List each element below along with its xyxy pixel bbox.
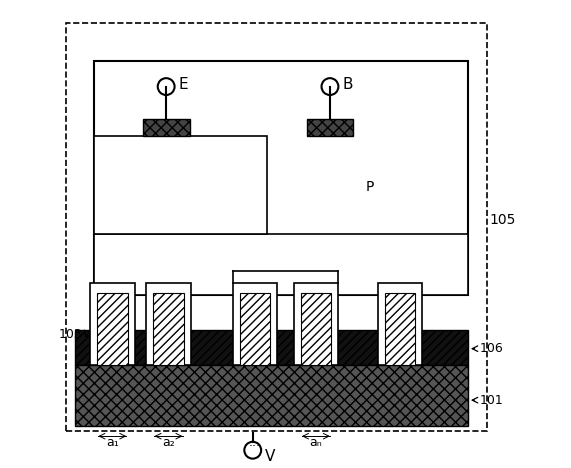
Bar bbox=[385, 292, 415, 365]
Text: 103: 103 bbox=[58, 328, 82, 341]
Text: 106: 106 bbox=[480, 342, 504, 355]
Bar bbox=[293, 283, 338, 365]
Bar bbox=[146, 283, 191, 365]
Bar bbox=[153, 292, 184, 365]
Text: 104: 104 bbox=[274, 251, 297, 264]
Text: 105: 105 bbox=[490, 213, 516, 227]
Text: a₂: a₂ bbox=[162, 436, 175, 449]
Text: aₙ: aₙ bbox=[309, 436, 322, 449]
Text: B: B bbox=[343, 77, 353, 92]
Bar bbox=[75, 365, 468, 426]
Text: P: P bbox=[365, 180, 374, 194]
Text: 101: 101 bbox=[480, 394, 504, 407]
Text: E: E bbox=[179, 77, 188, 92]
Text: N+: N+ bbox=[139, 180, 161, 194]
Bar bbox=[97, 292, 127, 365]
Bar bbox=[90, 283, 135, 365]
Text: ...: ... bbox=[249, 436, 261, 449]
Bar bbox=[301, 292, 331, 365]
Bar bbox=[75, 330, 468, 365]
Text: 100: 100 bbox=[202, 269, 228, 283]
Text: N-: N- bbox=[381, 269, 396, 283]
Bar bbox=[378, 283, 423, 365]
Bar bbox=[94, 136, 267, 234]
Bar bbox=[240, 292, 270, 365]
Text: a₁: a₁ bbox=[106, 436, 119, 449]
Bar bbox=[233, 283, 278, 365]
Bar bbox=[94, 234, 468, 295]
Bar bbox=[66, 23, 486, 431]
Text: V: V bbox=[264, 449, 275, 464]
Bar bbox=[94, 61, 468, 295]
Text: 102: 102 bbox=[140, 255, 164, 268]
Bar bbox=[143, 119, 190, 136]
Bar bbox=[307, 119, 353, 136]
